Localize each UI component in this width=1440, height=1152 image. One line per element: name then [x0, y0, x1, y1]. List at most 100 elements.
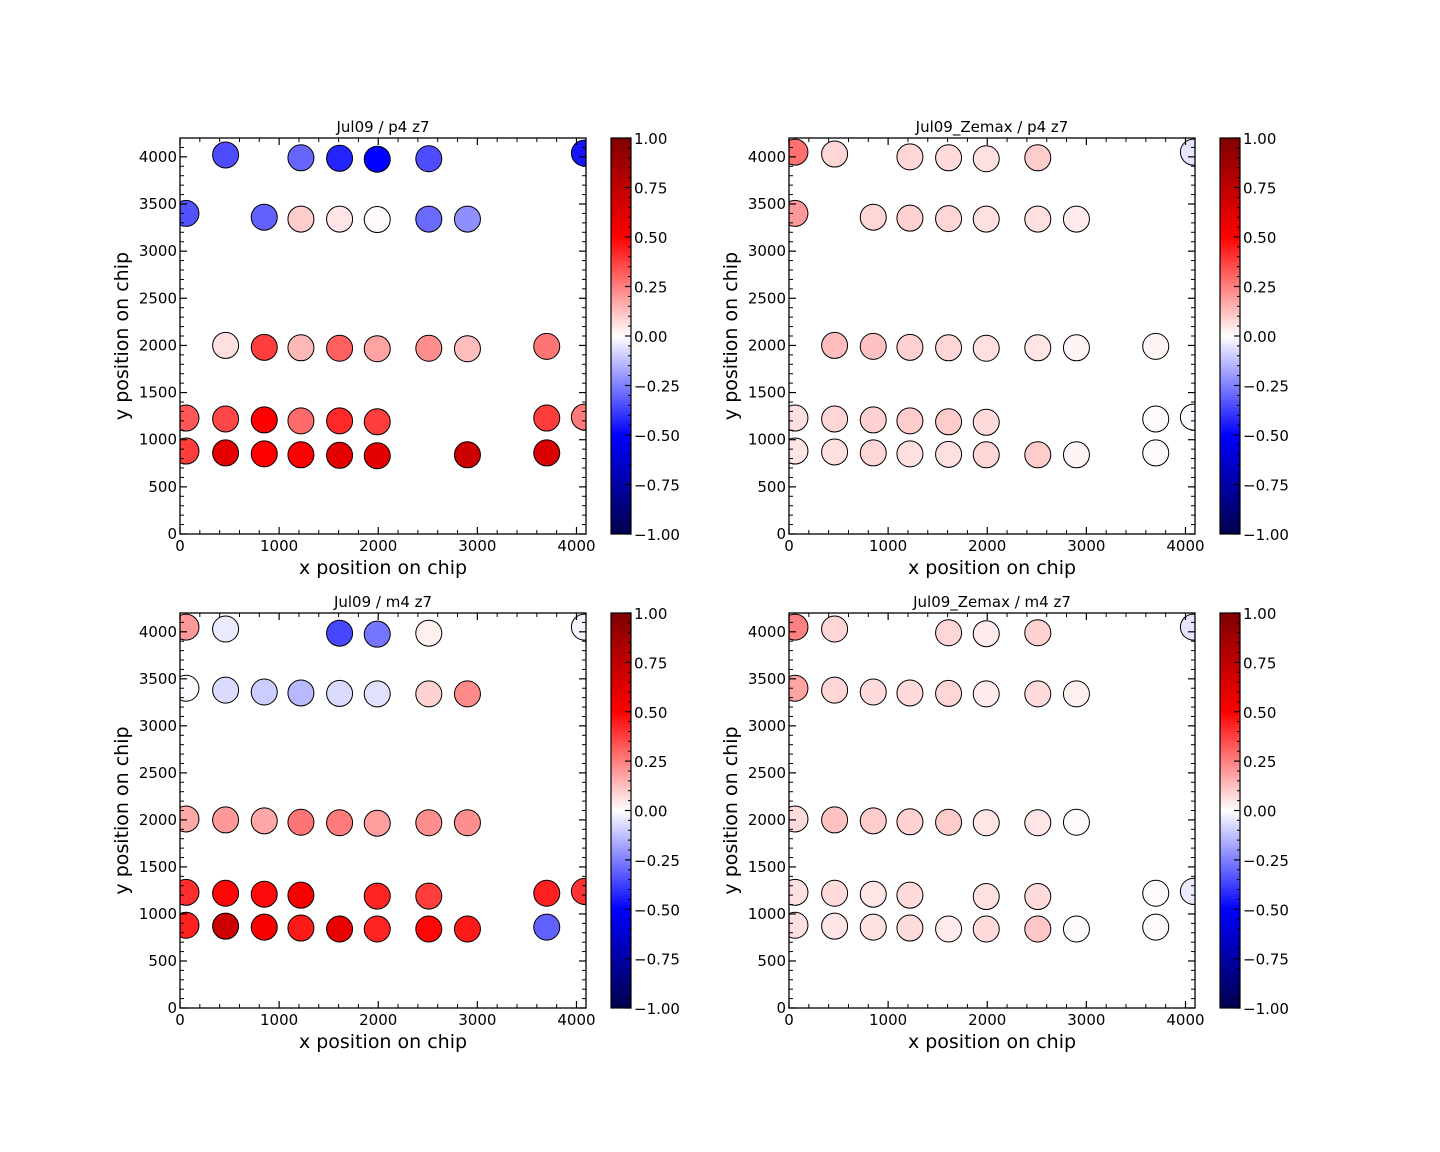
- y-tick-label: 3000: [748, 717, 786, 735]
- scatter-point: [363, 206, 391, 234]
- y-tick-label: 500: [148, 952, 177, 970]
- scatter-point: [1062, 205, 1090, 233]
- scatter-point: [363, 882, 391, 910]
- scatter-point: [570, 139, 586, 167]
- scatter-point: [453, 915, 481, 943]
- scatter-point: [859, 332, 887, 360]
- scatter-point: [180, 674, 200, 702]
- x-tick-label: 3000: [1067, 537, 1105, 555]
- scatter-point: [1142, 332, 1170, 360]
- scatter-point: [1024, 205, 1052, 233]
- y-tick-label: 2500: [748, 764, 786, 782]
- scatter-point: [212, 879, 240, 907]
- scatter-point: [415, 145, 443, 173]
- colorbar-tick-label: −0.50: [1243, 427, 1289, 445]
- scatter-point: [180, 613, 200, 641]
- colorbar: 1.00 0.75 0.50 0.25 0.00 −0.25 −0.50 −0.75 −1.00: [610, 605, 680, 1018]
- y-tick-label: 2000: [139, 336, 177, 354]
- colorbar-tick-label: 1.00: [634, 130, 667, 148]
- scatter-point: [326, 441, 354, 469]
- colorbar-tick-label: 0.75: [634, 654, 667, 672]
- y-tick-label: 1000: [748, 431, 786, 449]
- scatter-point: [935, 808, 963, 836]
- scatter-point: [287, 441, 315, 469]
- y-tick-label: 1500: [139, 384, 177, 402]
- colorbar: 1.00 0.75 0.50 0.25 0.00 −0.25 −0.50 −0.75 −1.00: [1219, 605, 1289, 1018]
- scatter-point: [180, 199, 200, 227]
- scatter-point: [326, 915, 354, 943]
- y-tick-label: 500: [757, 952, 786, 970]
- scatter-points: [180, 613, 586, 943]
- scatter-point: [287, 679, 315, 707]
- scatter-point: [453, 441, 481, 469]
- scatter-point: [250, 913, 278, 941]
- colorbar-tick-label: −0.50: [1243, 901, 1289, 919]
- scatter-point: [326, 619, 354, 647]
- scatter-point: [326, 144, 354, 172]
- scatter-point: [1024, 915, 1052, 943]
- scatter-point: [287, 205, 315, 233]
- colorbar-tick-label: 0.25: [634, 753, 667, 771]
- y-tick-label: 3500: [139, 670, 177, 688]
- x-tick-label: 4000: [557, 1011, 595, 1029]
- x-tick-label: 2000: [968, 537, 1006, 555]
- y-tick-label: 2500: [748, 289, 786, 307]
- scatter-point: [1179, 403, 1195, 431]
- scatter-point: [972, 334, 1000, 362]
- y-tick-label: 3500: [748, 195, 786, 213]
- scatter-point: [896, 407, 924, 435]
- panel-title: Jul09 / p4 z7: [335, 118, 429, 136]
- scatter-point: [212, 615, 240, 643]
- scatter-point: [287, 144, 315, 172]
- scatter-point: [1142, 879, 1170, 907]
- scatter-point: [533, 879, 561, 907]
- scatter-points: [180, 139, 586, 470]
- y-tick-label: 500: [148, 478, 177, 496]
- scatter-point: [896, 914, 924, 942]
- scatter-point: [935, 679, 963, 707]
- scatter-point: [1179, 877, 1195, 905]
- scatter-point: [789, 437, 809, 465]
- x-tick-label: 4000: [557, 537, 595, 555]
- scatter-points: [789, 613, 1195, 943]
- scatter-point: [896, 204, 924, 232]
- scatter-point: [1179, 138, 1195, 166]
- scatter-point: [363, 145, 391, 173]
- scatter-point: [326, 205, 354, 233]
- scatter-point: [789, 911, 809, 939]
- y-tick-label: 2000: [748, 811, 786, 829]
- scatter-point: [415, 680, 443, 708]
- scatter-point: [972, 145, 1000, 173]
- y-tick-label: 0: [167, 999, 177, 1017]
- x-tick-label: 0: [784, 1011, 794, 1029]
- colorbar-tick-label: 0.75: [1243, 180, 1276, 198]
- x-tick-label: 1000: [869, 1011, 907, 1029]
- x-tick-label: 3000: [458, 1011, 496, 1029]
- scatter-point: [821, 912, 849, 940]
- scatter-point: [1062, 680, 1090, 708]
- scatter-point: [1142, 913, 1170, 941]
- y-tick-label: 3500: [748, 670, 786, 688]
- scatter-point: [180, 805, 200, 833]
- scatter-point: [250, 203, 278, 231]
- scatter-point: [1024, 680, 1052, 708]
- y-tick-label: 4000: [748, 623, 786, 641]
- y-axis-label: y position on chip: [720, 726, 742, 894]
- scatter-point: [1024, 883, 1052, 911]
- y-tick-label: 3000: [139, 717, 177, 735]
- scatter-point: [1062, 915, 1090, 943]
- x-tick-label: 2000: [359, 537, 397, 555]
- colorbar: 1.00 0.75 0.50 0.25 0.00 −0.25 −0.50 −0.75 −1.00: [1219, 130, 1289, 544]
- x-tick-label: 0: [784, 537, 794, 555]
- x-tick-label: 2000: [359, 1011, 397, 1029]
- colorbar-tick-label: −0.25: [1243, 852, 1289, 870]
- scatter-point: [326, 334, 354, 362]
- scatter-point: [859, 203, 887, 231]
- scatter-point: [326, 407, 354, 435]
- colorbar-tick-label: −0.25: [1243, 378, 1289, 396]
- scatter-point: [287, 914, 315, 942]
- y-axis-label: y position on chip: [720, 252, 742, 420]
- x-axis-label: x position on chip: [908, 1031, 1076, 1053]
- scatter-point: [363, 408, 391, 436]
- scatter-point: [789, 199, 809, 227]
